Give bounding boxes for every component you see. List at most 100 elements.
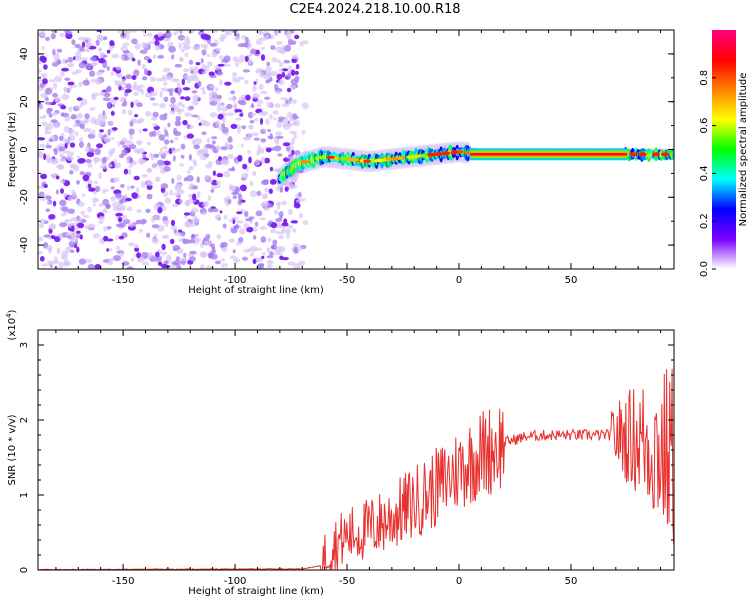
noise-speckle [152, 215, 159, 221]
x-tick-label: 0 [456, 576, 462, 587]
noise-speckle [74, 56, 83, 62]
noise-speckle [258, 257, 263, 263]
noise-speckle [290, 69, 296, 76]
noise-speckle [231, 191, 240, 196]
noise-speckle [255, 78, 259, 84]
noise-speckle [197, 80, 202, 88]
noise-speckle [230, 187, 236, 192]
noise-speckle [38, 151, 44, 159]
noise-speckle [182, 36, 190, 41]
noise-speckle [41, 121, 47, 127]
y-tick-label: -20 [19, 189, 30, 205]
noise-speckle [124, 88, 133, 93]
noise-speckle [200, 58, 204, 64]
noise-speckle [241, 172, 249, 179]
noise-speckle [95, 39, 100, 46]
noise-speckle [68, 151, 75, 156]
noise-speckle [208, 180, 213, 184]
noise-speckle [211, 184, 218, 190]
noise-speckle [180, 96, 185, 100]
noise-speckle [43, 153, 47, 161]
noise-speckle [248, 124, 254, 130]
noise-speckle [55, 189, 59, 195]
noise-speckle [177, 89, 181, 96]
noise-speckle [68, 85, 73, 91]
noise-speckle [181, 78, 185, 86]
noise-speckle [196, 115, 201, 120]
noise-speckle [151, 162, 157, 169]
noise-speckle [232, 195, 237, 199]
noise-speckle [210, 136, 218, 140]
noise-speckle [98, 57, 106, 64]
noise-speckle [281, 222, 289, 227]
trace-hotspot [374, 158, 385, 162]
y-tick-label: 1 [19, 492, 30, 498]
noise-speckle [232, 76, 238, 80]
noise-speckle [187, 239, 196, 244]
noise-speckle [45, 97, 49, 101]
noise-speckle [43, 64, 48, 70]
noise-speckle [162, 67, 171, 73]
noise-speckle [90, 78, 97, 83]
noise-speckle [163, 96, 169, 103]
noise-speckle [52, 111, 58, 116]
noise-speckle [286, 224, 294, 229]
noise-speckle [86, 151, 95, 158]
noise-speckle [173, 31, 178, 36]
noise-speckle [39, 255, 45, 262]
noise-speckle [124, 30, 133, 34]
noise-speckle [235, 61, 240, 68]
noise-speckle [291, 54, 299, 59]
noise-speckle [279, 48, 284, 54]
noise-speckle [113, 158, 117, 165]
noise-speckle [110, 196, 116, 202]
noise-speckle [290, 144, 294, 149]
noise-speckle [173, 260, 182, 265]
noise-speckle [120, 183, 125, 188]
trace-hotspot [464, 151, 471, 155]
colorbar-tick-label: 0.8 [699, 70, 710, 86]
noise-speckle [88, 128, 92, 133]
noise-speckle [169, 189, 173, 196]
noise-speckle [54, 123, 58, 129]
noise-speckle [206, 137, 211, 144]
noise-speckle [97, 132, 103, 139]
noise-speckle [265, 71, 272, 77]
noise-speckle [248, 216, 255, 220]
noise-speckle [163, 81, 168, 86]
noise-speckle [94, 264, 102, 269]
noise-speckle [208, 92, 213, 100]
noise-speckle [94, 180, 99, 184]
saturated-band-core [470, 153, 627, 156]
noise-speckle [234, 36, 241, 41]
noise-speckle [106, 49, 111, 54]
noise-speckle [58, 146, 66, 152]
noise-speckle [258, 83, 264, 91]
noise-speckle [85, 41, 91, 49]
noise-speckle [130, 257, 135, 262]
noise-speckle [52, 92, 58, 98]
noise-speckle [206, 265, 213, 269]
noise-speckle [149, 76, 157, 82]
noise-speckle [256, 103, 262, 108]
noise-speckle [89, 107, 96, 111]
noise-speckle [146, 180, 154, 186]
noise-speckle [141, 76, 148, 81]
trace-peak [450, 150, 459, 155]
noise-speckle [232, 249, 236, 254]
noise-speckle [252, 132, 259, 137]
noise-speckle [236, 211, 243, 215]
noise-speckle [38, 236, 44, 242]
noise-speckle [58, 143, 65, 148]
trace-hotspot [350, 158, 360, 162]
noise-speckle [144, 68, 148, 76]
noise-speckle [286, 87, 292, 93]
colorbar: 0.0 0.2 0.4 0.6 0.8 Normalized spectral ampli… [699, 30, 749, 277]
noise-speckle [139, 117, 144, 123]
noise-speckle [96, 143, 103, 149]
noise-speckle [237, 58, 245, 63]
noise-speckle [276, 252, 283, 256]
noise-speckle [81, 193, 86, 197]
noise-speckle [54, 98, 59, 103]
noise-speckle [298, 191, 302, 198]
